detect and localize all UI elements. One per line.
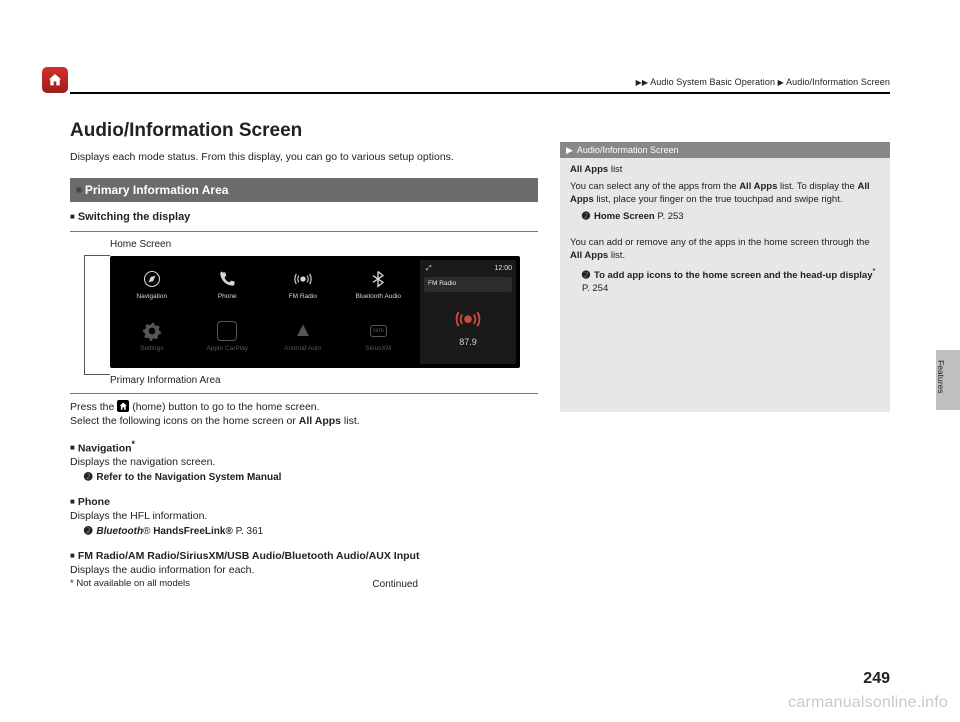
header-rule bbox=[70, 92, 890, 94]
breadcrumb-arrow-icon: ▶▶ bbox=[636, 78, 649, 87]
side-panel: ⤢ 12:00 FM Radio 87.9 bbox=[420, 260, 516, 364]
square-bullet-icon: ■ bbox=[70, 497, 75, 506]
app-phone: Phone bbox=[190, 260, 266, 312]
gear-icon bbox=[142, 321, 162, 341]
app-android-auto: Android Auto bbox=[265, 312, 341, 364]
frequency-text: 87.9 bbox=[459, 336, 477, 348]
expand-icon: ⤢ bbox=[426, 264, 432, 273]
square-bullet-icon: ■ bbox=[70, 551, 75, 560]
item-heading: ■Navigation* bbox=[70, 439, 538, 456]
item-desc: Displays the audio information for each. bbox=[70, 563, 538, 577]
callout-line bbox=[84, 255, 110, 375]
app-siriusxm: sxm SiriusXM bbox=[341, 312, 417, 364]
sidebox-text: All Apps list bbox=[570, 164, 880, 177]
square-bullet-icon: ■ bbox=[70, 443, 75, 452]
item-heading: ■FM Radio/AM Radio/SiriusXM/USB Audio/Bl… bbox=[70, 549, 538, 563]
breadcrumb-arrow-icon: ▶ bbox=[778, 78, 784, 87]
ref-arrow-icon: ➋ bbox=[582, 270, 590, 281]
breadcrumb-seg1: Audio System Basic Operation bbox=[650, 77, 775, 87]
side-info-box: ▶Audio/Information Screen All Apps list … bbox=[560, 142, 890, 412]
body-text: Press the (home) button to go to the hom… bbox=[70, 400, 538, 428]
sidebox-text: You can add or remove any of the apps in… bbox=[570, 237, 880, 263]
figure-home-screen: Home Screen Navigation Phone bbox=[70, 231, 538, 394]
item-desc: Displays the HFL information. bbox=[70, 509, 538, 523]
square-bullet-icon: ■ bbox=[70, 212, 75, 221]
page-title: Audio/Information Screen bbox=[70, 118, 538, 144]
app-fm-radio: FM Radio bbox=[265, 260, 341, 312]
item-heading: ■Phone bbox=[70, 495, 538, 509]
app-navigation: Navigation bbox=[114, 260, 190, 312]
app-settings: Settings bbox=[114, 312, 190, 364]
compass-icon bbox=[142, 269, 162, 289]
cross-ref: ➋To add app icons to the home screen and… bbox=[582, 267, 880, 296]
ref-arrow-icon: ➋ bbox=[84, 472, 92, 483]
screenshot-display: Navigation Phone FM Radio bbox=[110, 256, 520, 368]
page-number: 249 bbox=[863, 668, 890, 690]
sidebox-text: You can select any of the apps from the … bbox=[570, 181, 880, 207]
sidebox-title: ▶Audio/Information Screen bbox=[560, 142, 890, 158]
radio-icon bbox=[293, 269, 313, 289]
info-arrow-icon: ▶ bbox=[566, 144, 573, 156]
phone-icon bbox=[217, 269, 237, 289]
bluetooth-icon bbox=[368, 269, 388, 289]
watermark: carmanualsonline.info bbox=[788, 692, 948, 714]
intro-text: Displays each mode status. From this dis… bbox=[70, 150, 538, 164]
continued-label: Continued bbox=[372, 578, 418, 592]
ref-arrow-icon: ➋ bbox=[84, 526, 92, 537]
sxm-icon: sxm bbox=[368, 321, 388, 341]
clock-text: 12:00 bbox=[494, 264, 512, 273]
cross-ref: ➋Refer to the Navigation System Manual bbox=[84, 471, 538, 485]
figure-label-bottom: Primary Information Area bbox=[110, 374, 538, 388]
app-carplay: Apple CarPlay bbox=[190, 312, 266, 364]
section-tab-label: Features bbox=[935, 360, 946, 394]
app-bluetooth-audio: Bluetooth Audio bbox=[341, 260, 417, 312]
cross-ref: ➋Home Screen P. 253 bbox=[582, 211, 880, 224]
home-button-icon bbox=[117, 400, 129, 412]
android-icon bbox=[293, 321, 313, 341]
item-desc: Displays the navigation screen. bbox=[70, 455, 538, 469]
sub-heading: ■Switching the display bbox=[70, 210, 538, 225]
section-heading: Primary Information Area bbox=[70, 178, 538, 203]
carplay-icon bbox=[217, 321, 237, 341]
radio-wave-icon bbox=[454, 304, 482, 332]
breadcrumb: ▶▶ Audio System Basic Operation ▶ Audio/… bbox=[636, 76, 890, 89]
cross-ref: ➋Bluetooth® HandsFreeLink® P. 361 bbox=[84, 525, 538, 539]
footnote: * Not available on all models bbox=[70, 578, 190, 591]
side-panel-card: FM Radio bbox=[424, 277, 512, 292]
figure-label-top: Home Screen bbox=[110, 238, 538, 252]
home-icon bbox=[42, 67, 68, 93]
ref-arrow-icon: ➋ bbox=[582, 211, 590, 222]
breadcrumb-seg2: Audio/Information Screen bbox=[786, 77, 890, 87]
